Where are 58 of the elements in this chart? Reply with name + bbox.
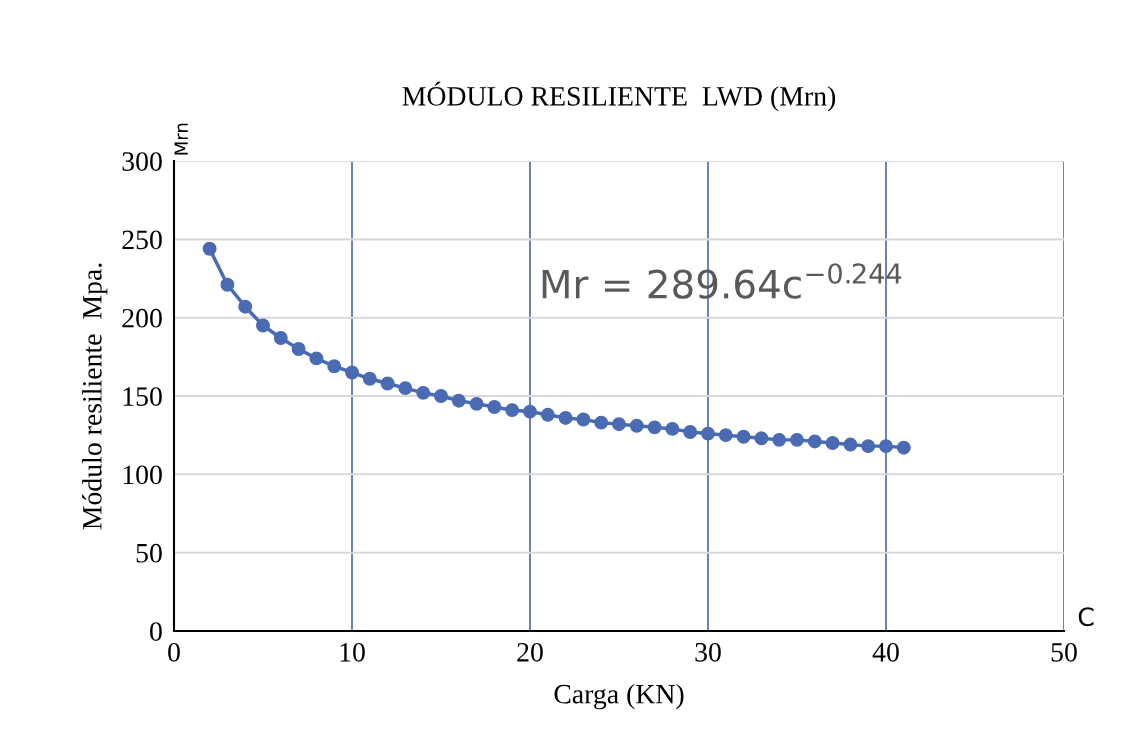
chart-title: MÓDULO RESILIENTE LWD (Mrn)	[402, 81, 836, 112]
point	[202, 241, 217, 256]
point	[718, 428, 733, 443]
x-tick-label: 40	[872, 642, 899, 662]
x-tick-label: 50	[1051, 642, 1077, 662]
point	[683, 425, 698, 439]
point	[736, 429, 751, 444]
point	[487, 400, 502, 414]
text: C	[1078, 607, 1094, 627]
point	[398, 381, 413, 396]
point	[843, 437, 858, 452]
point	[327, 359, 342, 374]
y-tick-label: 200	[122, 308, 162, 328]
point	[273, 331, 288, 345]
point	[505, 403, 520, 418]
point	[896, 440, 911, 455]
y-axis-title: Módulo resiliente Mpa.	[82, 263, 108, 530]
y-tick-label: 100	[123, 465, 162, 485]
point	[647, 420, 662, 435]
x-tick-label: 10	[340, 642, 365, 662]
point	[345, 365, 359, 380]
point	[238, 299, 253, 314]
point	[469, 396, 484, 411]
point	[665, 421, 680, 436]
point	[523, 404, 537, 419]
point	[790, 432, 804, 447]
point	[807, 434, 822, 449]
point	[612, 417, 626, 432]
y-tick-label: 50	[136, 543, 162, 563]
point	[825, 436, 840, 450]
point	[434, 389, 448, 403]
point	[558, 410, 573, 425]
x-tick-label: 30	[695, 642, 721, 662]
y-tick-label: 0	[150, 622, 162, 641]
point	[594, 415, 609, 430]
point	[540, 407, 555, 422]
y-tick-label: 300	[122, 152, 162, 171]
point	[291, 342, 306, 356]
point	[879, 439, 893, 454]
point	[220, 277, 235, 292]
point	[256, 318, 270, 333]
x-tick-label: 20	[517, 642, 543, 662]
point	[576, 412, 591, 427]
y-tick-label: 250	[122, 230, 162, 250]
point	[380, 376, 395, 391]
point	[309, 351, 324, 366]
point	[416, 385, 431, 400]
point	[772, 432, 787, 447]
point	[861, 439, 876, 454]
point	[754, 431, 769, 446]
point	[701, 426, 715, 441]
text: Mrn	[174, 123, 188, 155]
point	[451, 393, 466, 408]
point	[362, 371, 377, 386]
y-tick-label: 150	[123, 387, 162, 406]
x-axis-title: Carga (KN)	[554, 683, 684, 710]
point	[629, 418, 644, 433]
x-tick-label: 0	[168, 642, 180, 662]
